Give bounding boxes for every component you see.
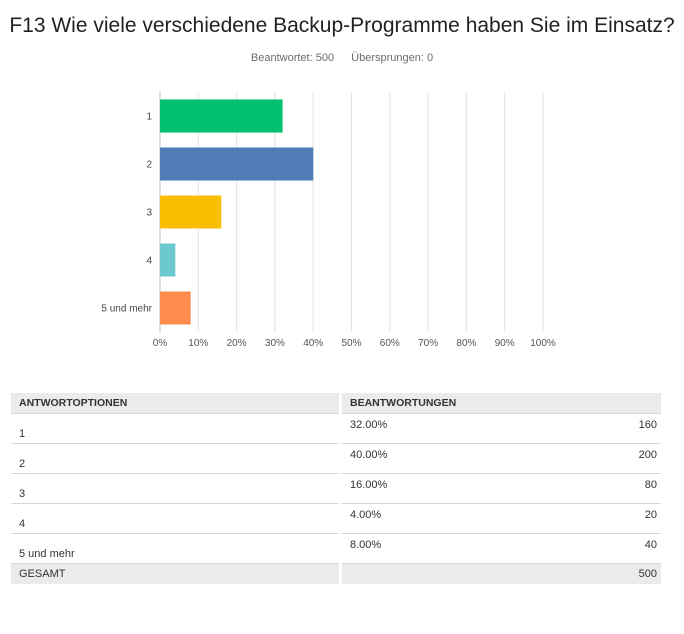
page-title: F13 Wie viele verschiedene Backup-Progra… — [9, 14, 675, 37]
option-label: 3 — [11, 473, 341, 504]
option-label: 4 — [11, 503, 341, 534]
table-row: 4 4.00% 20 — [11, 503, 661, 534]
header-options: ANTWORTOPTIONEN — [11, 393, 342, 414]
bar — [160, 99, 283, 133]
x-tick-label: 80% — [456, 338, 476, 349]
responses-table: ANTWORTOPTIONEN BEANTWORTUNGEN 1 32.00% … — [11, 393, 661, 584]
x-tick-label: 10% — [188, 338, 208, 349]
bar-chart: 0% 10% 20% 30% 40% 50% 60% 70% 80% 90% 100% 1 2 3 4 5 u… — [101, 92, 556, 349]
option-count: 40 — [546, 533, 661, 564]
x-tick-label: 30% — [265, 338, 285, 349]
table-header-row: ANTWORTOPTIONEN BEANTWORTUNGEN — [11, 393, 661, 414]
category-label: 5 und mehr — [101, 304, 152, 315]
skipped-count: Übersprungen: 0 — [351, 52, 434, 64]
option-count: 20 — [546, 503, 661, 534]
option-count: 160 — [546, 413, 661, 444]
bar — [160, 291, 191, 325]
option-percent: 32.00% — [338, 413, 547, 444]
option-percent: 4.00% — [338, 503, 547, 534]
table-row: 5 und mehr 8.00% 40 — [11, 533, 661, 564]
total-label: GESAMT — [11, 563, 341, 584]
option-label: 2 — [11, 443, 341, 474]
option-label: 5 und mehr — [11, 533, 341, 564]
x-tick-label: 70% — [418, 338, 438, 349]
option-percent: 40.00% — [338, 443, 547, 474]
x-tick-label: 0% — [153, 338, 168, 349]
table-row: 3 16.00% 80 — [11, 473, 661, 504]
category-label: 2 — [146, 160, 152, 171]
option-label: 1 — [11, 413, 341, 444]
x-tick-label: 60% — [380, 338, 400, 349]
header-responses: BEANTWORTUNGEN — [340, 393, 661, 414]
total-row: GESAMT 500 — [11, 563, 661, 584]
category-label: 3 — [146, 208, 152, 219]
category-label: 1 — [146, 112, 152, 123]
option-percent: 16.00% — [338, 473, 547, 504]
total-count: 500 — [546, 563, 661, 584]
x-tick-label: 20% — [227, 338, 247, 349]
category-label: 4 — [146, 256, 152, 267]
option-percent: 8.00% — [338, 533, 547, 564]
response-stats: Beantwortet: 500 Übersprungen: 0 — [0, 52, 684, 64]
x-tick-label: 50% — [341, 338, 361, 349]
x-tick-label: 40% — [303, 338, 323, 349]
answered-count: Beantwortet: 500 — [250, 52, 335, 64]
x-tick-label: 90% — [495, 338, 515, 349]
table-row: 2 40.00% 200 — [11, 443, 661, 474]
bar — [160, 243, 176, 277]
option-count: 80 — [546, 473, 661, 504]
table-row: 1 32.00% 160 — [11, 413, 661, 444]
bar — [160, 195, 222, 229]
option-count: 200 — [546, 443, 661, 474]
bar — [160, 147, 314, 181]
x-tick-label: 100% — [530, 338, 556, 349]
